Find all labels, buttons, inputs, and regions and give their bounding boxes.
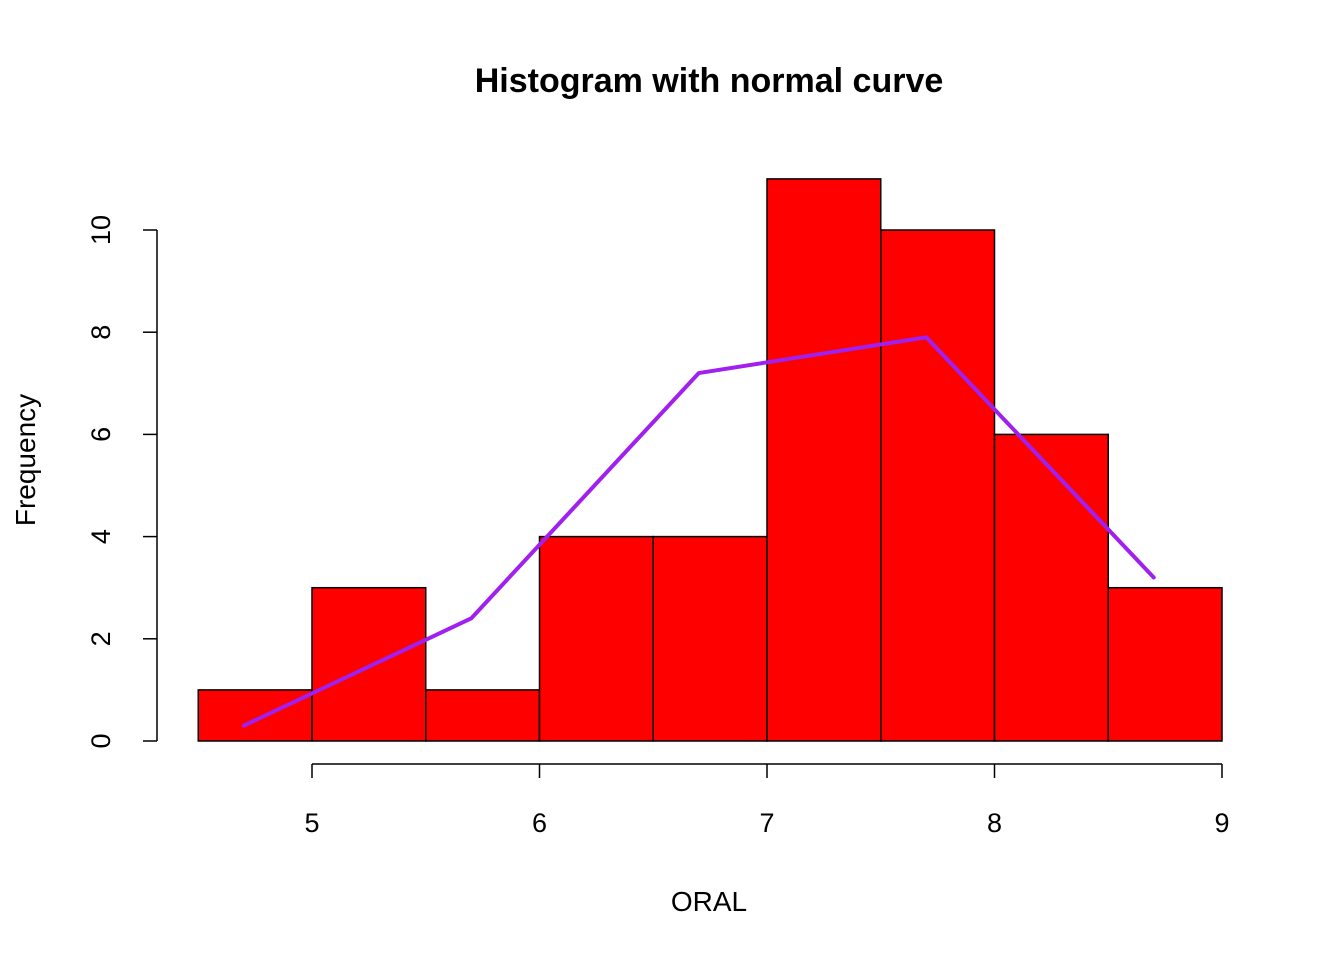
histogram-bar <box>538 535 654 742</box>
y-tick-label: 2 <box>86 631 116 646</box>
histogram-bar <box>652 535 768 742</box>
x-axis-label: ORAL <box>671 886 747 917</box>
x-tick-label: 8 <box>987 808 1002 838</box>
x-tick-label: 5 <box>304 808 319 838</box>
y-tick-label: 4 <box>86 529 116 544</box>
histogram-bar <box>880 229 996 742</box>
y-tick-label: 10 <box>86 215 116 245</box>
y-axis: 0 2 4 6 8 10 <box>86 215 158 749</box>
y-axis-label: Frequency <box>10 394 41 526</box>
y-tick-label: 6 <box>86 427 116 442</box>
bars-group <box>197 178 1223 742</box>
x-tick-label: 7 <box>759 808 774 838</box>
chart-title: Histogram with normal curve <box>475 62 944 100</box>
histogram-bar <box>1107 586 1223 742</box>
x-tick-label: 9 <box>1214 808 1229 838</box>
x-axis: 5 6 7 8 9 <box>304 763 1230 838</box>
histogram-bar <box>311 586 427 742</box>
normal-curve-line <box>241 335 1156 728</box>
histogram-bar <box>766 178 882 742</box>
x-tick-label: 6 <box>532 808 547 838</box>
histogram-bar <box>425 689 541 742</box>
curve-group <box>241 335 1156 728</box>
y-tick-label: 0 <box>86 733 116 748</box>
histogram-bar <box>197 689 313 742</box>
y-tick-label: 8 <box>86 325 116 340</box>
histogram-bar <box>993 433 1109 742</box>
